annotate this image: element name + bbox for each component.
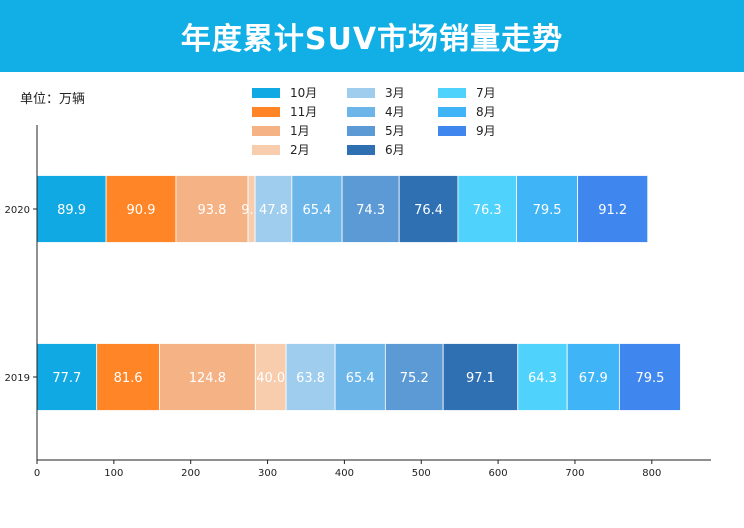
bar-value-label: 65.4 [302, 203, 331, 218]
bar-2019-10月 [36, 343, 98, 411]
bar-2019-11月 [96, 343, 160, 411]
bar-2019-4月 [334, 343, 386, 411]
legend-swatch-7月 [438, 88, 466, 98]
legend-swatch-6月 [347, 145, 375, 155]
legend-label-9月: 9月 [476, 124, 496, 138]
legend-swatch-11月 [252, 107, 280, 117]
legend-swatch-5月 [347, 126, 375, 136]
x-tick-label-700: 700 [565, 468, 584, 479]
legend-label-1月: 1月 [290, 124, 310, 138]
bar-2019-5月 [384, 343, 444, 411]
bar-value-label: 97.1 [466, 371, 495, 386]
bar-value-label: 76.4 [414, 203, 443, 218]
bar-value-label: 67.9 [579, 371, 608, 386]
legend-swatch-10月 [252, 88, 280, 98]
bar-value-label: 124.8 [189, 371, 226, 386]
y-tick-label-2020: 2020 [5, 205, 30, 216]
legend-swatch-3月 [347, 88, 375, 98]
legend-swatch-2月 [252, 145, 280, 155]
legend-label-5月: 5月 [385, 124, 405, 138]
x-tick-label-100: 100 [104, 468, 123, 479]
x-tick-label-300: 300 [258, 468, 277, 479]
bar-value-label: 47.8 [259, 203, 288, 218]
legend-label-2月: 2月 [290, 143, 310, 157]
legend-label-4月: 4月 [385, 105, 405, 119]
bar-value-label: 63.8 [296, 371, 325, 386]
bar-2020-8月 [516, 175, 579, 243]
bar-2019-1月 [159, 343, 256, 411]
legend-label-11月: 11月 [290, 105, 317, 119]
x-tick-label-200: 200 [181, 468, 200, 479]
unit-label: 单位：万辆 [20, 92, 86, 107]
bar-value-label: 93.8 [198, 203, 227, 218]
bar-value-label: 40.0 [256, 371, 285, 386]
bar-value-label: 65.4 [346, 371, 375, 386]
bar-2019-8月 [566, 343, 620, 411]
bar-2020-9月 [577, 175, 649, 243]
bar-2019-2月 [254, 343, 287, 411]
bar-value-label: 79.5 [635, 371, 664, 386]
legend-label-3月: 3月 [385, 86, 405, 100]
legend-label-10月: 10月 [290, 86, 317, 100]
bar-value-label: 81.6 [114, 371, 143, 386]
legend-swatch-8月 [438, 107, 466, 117]
legend-swatch-4月 [347, 107, 375, 117]
x-tick-label-500: 500 [412, 468, 431, 479]
bar-2020-11月 [105, 175, 177, 243]
bar-value-label: 77.7 [52, 371, 81, 386]
bar-value-label: 89.9 [57, 203, 86, 218]
bar-value-label: 64.3 [528, 371, 557, 386]
bar-2019-6月 [442, 343, 519, 411]
x-tick-label-400: 400 [335, 468, 354, 479]
bar-2020-1月 [175, 175, 249, 243]
legend-label-6月: 6月 [385, 143, 405, 157]
bar-value-label: 90.9 [127, 203, 156, 218]
bar-2020-5月 [341, 175, 400, 243]
legend-swatch-9月 [438, 126, 466, 136]
y-tick-label-2019: 2019 [5, 373, 30, 384]
bar-2020-6月 [398, 175, 459, 243]
title-banner: 年度累计SUV市场销量走势 [0, 0, 744, 72]
legend-swatch-1月 [252, 126, 280, 136]
bar-value-label: 76.3 [473, 203, 502, 218]
x-tick-label-800: 800 [642, 468, 661, 479]
bar-value-label: 75.2 [400, 371, 429, 386]
x-tick-label-600: 600 [489, 468, 508, 479]
bar-value-label: 79.5 [533, 203, 562, 218]
bar-2020-3月 [254, 175, 293, 243]
legend-label-8月: 8月 [476, 105, 496, 119]
bar-value-label: 91.2 [598, 203, 627, 218]
bar-2019-3月 [285, 343, 336, 411]
x-tick-label-0: 0 [34, 468, 40, 479]
bar-value-label: 74.3 [356, 203, 385, 218]
legend-label-7月: 7月 [476, 86, 496, 100]
chart-title: 年度累计SUV市场销量走势 [180, 22, 564, 57]
bar-2019-9月 [618, 343, 681, 411]
bar-2020-4月 [291, 175, 343, 243]
